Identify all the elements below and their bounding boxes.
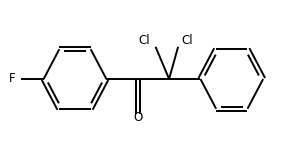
Text: Cl: Cl: [182, 34, 193, 47]
Text: Cl: Cl: [139, 34, 150, 47]
Text: O: O: [133, 111, 142, 124]
Text: F: F: [9, 73, 16, 85]
